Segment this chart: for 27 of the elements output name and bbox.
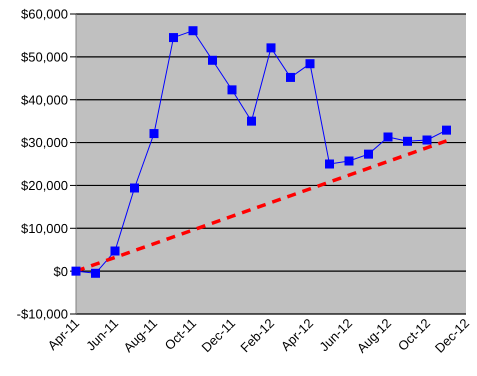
point	[208, 56, 217, 65]
point	[286, 72, 295, 82]
point	[110, 246, 120, 256]
point	[169, 33, 178, 42]
point	[228, 85, 236, 94]
point	[403, 136, 412, 146]
y-tick-label: $40,000	[21, 92, 68, 108]
point	[442, 126, 451, 135]
point	[150, 129, 158, 138]
y-tick-label: $60,000	[21, 6, 68, 22]
point	[91, 268, 100, 278]
point	[266, 43, 276, 52]
y-tick-label: $10,000	[21, 220, 68, 236]
y-tick-label: $20,000	[21, 178, 68, 194]
point	[130, 184, 139, 192]
y-tick-label: $0	[54, 264, 68, 279]
point	[325, 160, 334, 168]
y-tick-label: $30,000	[21, 135, 68, 150]
y-tick-label: -$10,000	[16, 306, 68, 322]
point	[422, 136, 432, 144]
point	[344, 156, 354, 166]
y-tick-label: $50,000	[21, 49, 68, 64]
point	[306, 59, 314, 68]
point	[364, 150, 373, 159]
point	[247, 116, 256, 126]
point	[188, 26, 198, 36]
point	[384, 132, 392, 142]
